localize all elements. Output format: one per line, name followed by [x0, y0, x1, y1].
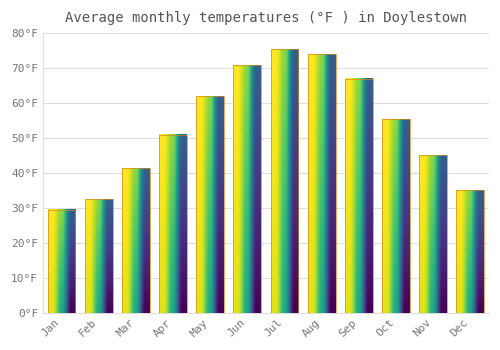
- Bar: [419, 155, 447, 313]
- Bar: [196, 96, 224, 313]
- Bar: [345, 79, 373, 313]
- Bar: [456, 190, 484, 313]
- Bar: [85, 199, 112, 313]
- Bar: [48, 210, 76, 313]
- Title: Average monthly temperatures (°F ) in Doylestown: Average monthly temperatures (°F ) in Do…: [65, 11, 467, 25]
- Bar: [234, 65, 262, 313]
- Bar: [159, 134, 187, 313]
- Bar: [382, 119, 410, 313]
- Bar: [308, 54, 336, 313]
- Bar: [270, 49, 298, 313]
- Bar: [122, 168, 150, 313]
